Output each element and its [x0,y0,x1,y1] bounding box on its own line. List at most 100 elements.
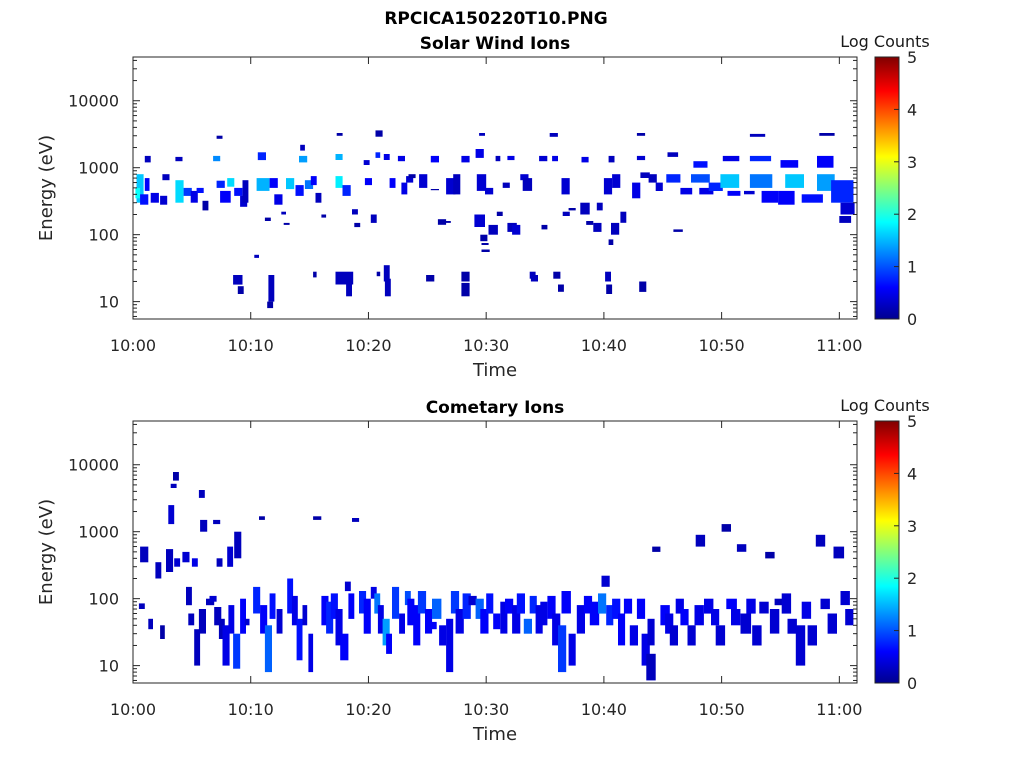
spectrogram-cell [209,595,217,602]
spectrogram-cell [227,178,235,187]
spectrogram-cell [183,187,192,196]
spectrogram-cell [827,613,837,634]
spectrogram-cell [274,194,283,205]
spectrogram-cell [242,180,249,203]
spectrogram-cell [648,174,657,183]
spectrogram-cell [198,609,206,634]
spectrogram-cell [468,595,477,606]
y-tick-label: 10 [99,657,119,676]
spectrogram-cell [481,249,490,252]
spectrogram-cell [302,605,308,626]
colorbar-tick-label: 0 [907,310,917,329]
spectrogram-cell [175,180,184,203]
spectrogram-cell [419,174,428,188]
spectrogram-cell [461,155,470,163]
spectrogram-cell [476,174,487,191]
spectrogram-cell [666,174,681,183]
colorbar-tick-label: 2 [907,569,917,588]
axes-frame [132,420,858,684]
spectrogram-cell [253,586,261,614]
spectrogram-cell [547,595,556,619]
spectrogram-cell [704,598,714,614]
spectrogram-cell [552,155,558,162]
spectrogram-cell [680,609,689,626]
spectrogram-cell [493,613,501,630]
spectrogram-cell [196,187,204,193]
spectrogram-cell [669,625,678,646]
colorbar-tick-label: 5 [907,48,917,67]
x-tick-label: 10:00 [110,336,156,355]
spectrogram-cell [408,174,416,179]
spectrogram-cell [384,278,391,297]
spectrogram-cell [313,516,322,520]
spectrogram-cell [166,549,174,572]
spectrogram-cell [222,625,230,666]
spectrogram-cell [699,187,714,195]
spectrogram-cell [461,282,470,297]
spectrogram-cell [530,275,538,282]
spectrogram-cell [845,609,854,626]
spectrogram-cell [603,178,613,195]
colorbar-gradient [874,420,900,684]
colorbar-tick-label: 4 [907,464,917,483]
spectrogram-cell [233,275,243,285]
spectrogram-cell [446,178,456,195]
spectrogram-cell [839,216,852,223]
colorbar-tick-label: 1 [907,622,917,641]
spectrogram-cell [673,229,683,232]
spectrogram-cell [376,271,381,277]
x-tick-label: 10:20 [345,336,391,355]
spectrogram-cell [216,135,223,139]
spectrogram-cell [190,190,198,203]
x-tick-label: 10:40 [581,336,627,355]
x-tick-label: 11:00 [816,336,862,355]
spectrogram-cell [727,190,741,196]
spectrogram-cell [220,190,231,203]
spectrogram-cell [168,505,175,525]
colorbar-tick-label: 5 [907,412,917,431]
spectrogram-cell [269,593,276,619]
spectrogram-cell [623,598,633,614]
spectrogram-cell [801,194,823,203]
spectrogram-cell [558,625,567,673]
spectrogram-cell [586,221,594,225]
spectrogram-cell [216,180,225,188]
spectrogram-cell [708,182,723,191]
spectrogram-cell [475,149,484,158]
spectrogram-cell [553,271,561,279]
y-axis-label: Energy (eV) [36,135,57,241]
spectrogram-cell [833,546,845,559]
figure-title: RPCICA150220T10.PNG [384,9,607,29]
spectrogram-cell [475,598,484,619]
spectrogram-cell [721,524,731,532]
spectrogram-cell [665,613,674,634]
spectrogram-cell [601,575,610,587]
colorbar-title: Log Counts [840,32,930,51]
spectrogram-cell [175,156,183,162]
x-tick-label: 10:10 [228,700,274,719]
spectrogram-cell [335,271,354,285]
spectrogram-cell [308,633,314,673]
spectrogram-cell [144,155,151,163]
y-tick-label: 100 [88,590,119,609]
spectrogram-cell [612,174,621,188]
spectrogram-cell [785,174,804,188]
spectrogram-cell [218,618,225,639]
spectrogram-cell [315,192,322,203]
spectrogram-cell [512,224,521,235]
colorbar: Log Counts 0 1 2 3 4 5 [840,396,930,693]
spectrogram-cell [300,144,305,151]
spectrogram-cell [815,534,826,547]
spectrogram-cell [377,605,384,634]
spectrogram-cell [480,609,489,634]
x-tick-label: 11:00 [816,700,862,719]
spectrogram-cell [160,195,168,205]
panel-title: Cometary Ions [426,398,565,418]
spectrogram-cell [612,598,621,619]
spectrogram-cell [453,174,461,195]
spectrogram-cell [694,605,704,626]
spectrogram-cell [720,174,740,188]
spectrogram-cell [359,591,367,614]
